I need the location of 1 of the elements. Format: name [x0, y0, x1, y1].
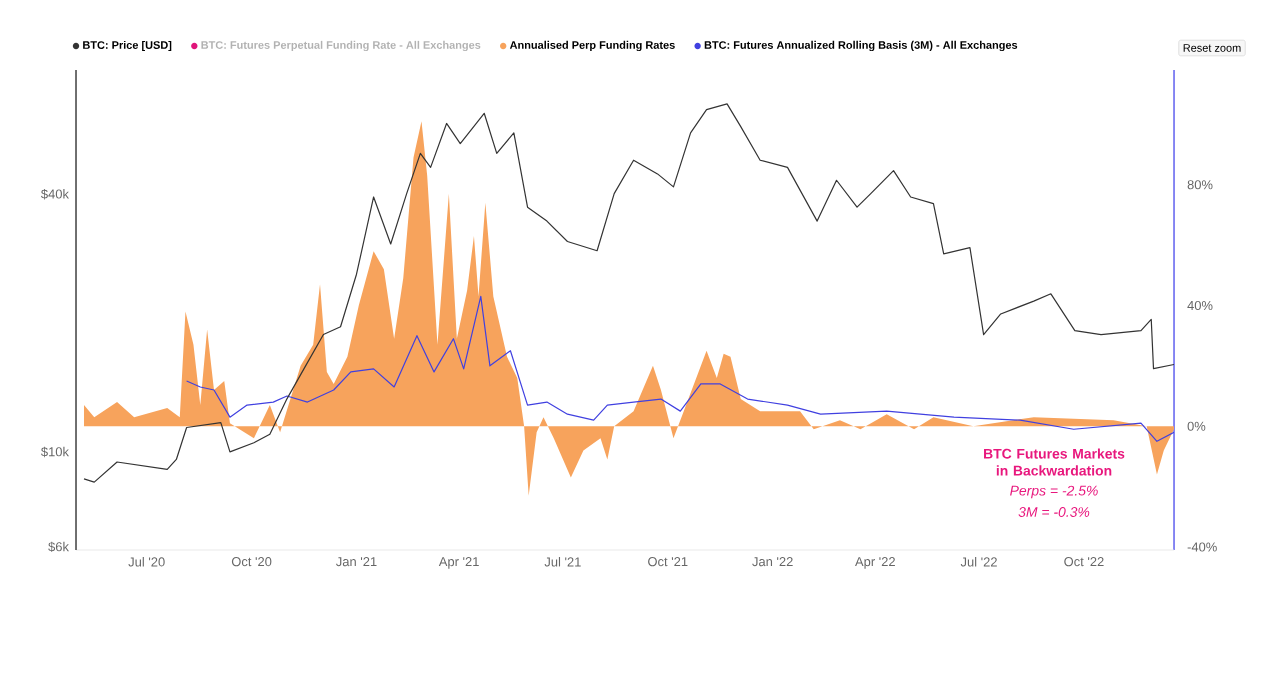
line-series — [186, 295, 1175, 442]
